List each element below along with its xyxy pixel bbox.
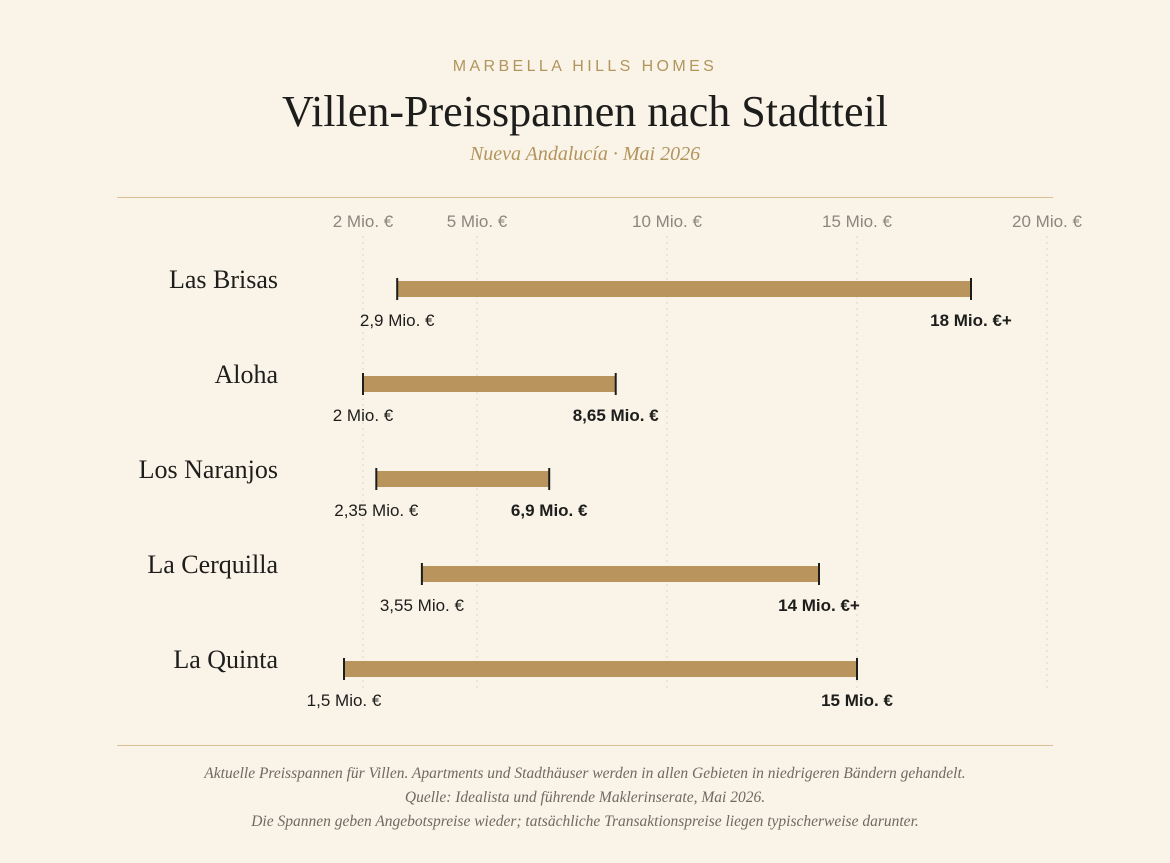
x-tick-label: 10 Mio. €	[632, 212, 702, 231]
category-label: La Quinta	[173, 645, 278, 674]
range-max-label: 8,65 Mio. €	[573, 406, 660, 425]
x-tick-label: 20 Mio. €	[1012, 212, 1082, 231]
range-max-label: 15 Mio. €	[821, 691, 893, 710]
range-max-label: 14 Mio. €+	[778, 596, 860, 615]
chart-subtitle: Nueva Andalucía · Mai 2026	[469, 143, 701, 165]
category-label: La Cerquilla	[147, 550, 278, 579]
chart-title: Villen-Preisspannen nach Stadtteil	[282, 87, 888, 136]
category-label: Aloha	[214, 360, 278, 389]
footnote-source: Quelle: Idealista und führende Maklerins…	[404, 789, 766, 806]
range-max-label: 18 Mio. €+	[930, 311, 1012, 330]
range-bar	[363, 376, 616, 392]
range-bar	[344, 661, 857, 677]
bottom-divider	[117, 745, 1053, 746]
top-divider	[117, 197, 1053, 198]
footnote-3: Die Spannen geben Angebotspreise wieder;…	[251, 813, 919, 830]
range-bar	[376, 471, 550, 487]
x-tick-label: 2 Mio. €	[333, 212, 394, 231]
footnote-1: Aktuelle Preisspannen für Villen. Apartm…	[204, 765, 966, 782]
range-min-label: 2,35 Mio. €	[334, 501, 419, 520]
range-bar	[421, 566, 819, 582]
range-min-label: 1,5 Mio. €	[307, 691, 382, 710]
brand-label: MARBELLA HILLS HOMES	[452, 58, 718, 75]
range-bar	[397, 281, 971, 297]
x-tick-label: 15 Mio. €	[822, 212, 892, 231]
range-min-label: 2,9 Mio. €	[360, 311, 435, 330]
range-max-label: 6,9 Mio. €	[511, 501, 588, 520]
category-label: Los Naranjos	[139, 455, 278, 484]
range-min-label: 2 Mio. €	[333, 406, 394, 425]
category-label: Las Brisas	[169, 265, 278, 294]
range-min-label: 3,55 Mio. €	[380, 596, 465, 615]
x-tick-label: 5 Mio. €	[447, 212, 508, 231]
